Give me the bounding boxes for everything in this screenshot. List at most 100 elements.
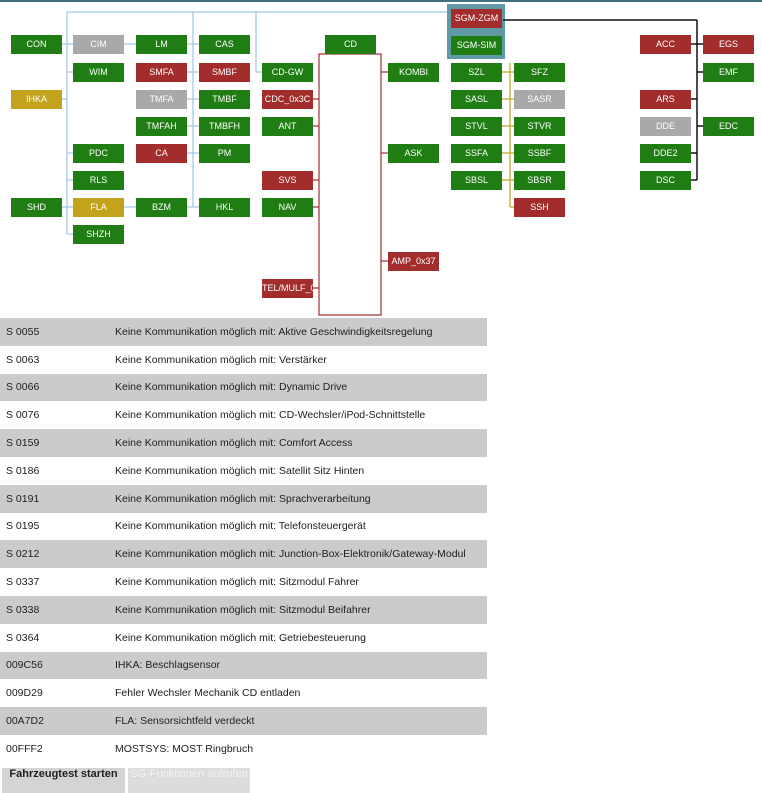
ecu-node-tel-mulf[interactable]: TEL/MULF_0x [262, 279, 313, 298]
fault-description: Keine Kommunikation möglich mit: Sitzmod… [115, 576, 359, 589]
fault-description: Keine Kommunikation möglich mit: Sprachv… [115, 492, 371, 505]
fault-description: Keine Kommunikation möglich mit: Verstär… [115, 353, 327, 366]
ecu-node-ihka[interactable]: IHKA [11, 90, 62, 109]
sg-functions-button[interactable]: SG-Funktionen aufrufen [128, 768, 250, 793]
ecu-node-cim[interactable]: CIM [73, 35, 124, 54]
fault-row[interactable]: S 0066 Keine Kommunikation möglich mit: D… [0, 373, 487, 402]
ecu-node-ars[interactable]: ARS [640, 90, 691, 109]
ecu-node-rls[interactable]: RLS [73, 171, 124, 190]
ecu-node-sbsl[interactable]: SBSL [451, 171, 502, 190]
fault-code: 00A7D2 [6, 715, 44, 728]
fault-code: 009C56 [6, 659, 43, 672]
ecu-node-szl[interactable]: SZL [451, 63, 502, 82]
ecu-node-egs[interactable]: EGS [703, 35, 754, 54]
fault-row[interactable]: S 0212 Keine Kommunikation möglich mit: J… [0, 540, 487, 569]
ecu-node-wim[interactable]: WIM [73, 63, 124, 82]
fault-code: 009D29 [6, 687, 43, 700]
fault-row[interactable]: S 0338 Keine Kommunikation möglich mit: S… [0, 595, 487, 624]
ecu-node-dsc[interactable]: DSC [640, 171, 691, 190]
ecu-node-tmbfh[interactable]: TMBFH [199, 117, 250, 136]
fault-memory-list[interactable]: S 0055 Keine Kommunikation möglich mit: A… [0, 318, 487, 763]
ecu-node-sasl[interactable]: SASL [451, 90, 502, 109]
ecu-node-acc[interactable]: ACC [640, 35, 691, 54]
ecu-node-hkl[interactable]: HKL [199, 198, 250, 217]
fault-row[interactable]: S 0063 Keine Kommunikation möglich mit: V… [0, 346, 487, 374]
fault-description: FLA: Sensorsichtfeld verdeckt [115, 715, 255, 728]
ecu-node-nav[interactable]: NAV [262, 198, 313, 217]
fault-row[interactable]: 00A7D2 FLA: Sensorsichtfeld verdeckt [0, 707, 487, 735]
fault-code: S 0063 [6, 353, 40, 366]
ecu-node-cdc-0x3c[interactable]: CDC_0x3C [262, 90, 313, 109]
fault-row[interactable]: 009D29 Fehler Wechsler Mechanik CD entlad… [0, 679, 487, 707]
fault-description: Keine Kommunikation möglich mit: Dynamic… [115, 381, 348, 394]
ecu-node-ant[interactable]: ANT [262, 117, 313, 136]
ecu-node-sgm-sim[interactable]: SGM-SIM [451, 36, 502, 55]
ecu-node-pdc[interactable]: PDC [73, 144, 124, 163]
ecu-node-edc[interactable]: EDC [703, 117, 754, 136]
fault-code: S 0159 [6, 437, 40, 450]
ecu-node-pm[interactable]: PM [199, 144, 250, 163]
fault-code: S 0212 [6, 548, 40, 561]
ecu-node-dde2[interactable]: DDE2 [640, 144, 691, 163]
ecu-node-ssh[interactable]: SSH [514, 198, 565, 217]
fault-row[interactable]: S 0364 Keine Kommunikation möglich mit: G… [0, 624, 487, 652]
fault-code: S 0066 [6, 381, 40, 394]
fault-row[interactable]: S 0055 Keine Kommunikation möglich mit: A… [0, 318, 487, 346]
ecu-node-tmfa[interactable]: TMFA [136, 90, 187, 109]
fault-code: S 0364 [6, 631, 40, 644]
fault-row[interactable]: 009C56 IHKA: Beschlagsensor [0, 651, 487, 680]
ecu-node-cd-gw[interactable]: CD-GW [262, 63, 313, 82]
fault-row[interactable]: S 0159 Keine Kommunikation möglich mit: C… [0, 429, 487, 457]
fault-code: S 0076 [6, 409, 40, 422]
ecu-node-smfa[interactable]: SMFA [136, 63, 187, 82]
fault-code: S 0186 [6, 464, 40, 477]
window-top-border [0, 0, 762, 2]
fault-row[interactable]: S 0186 Keine Kommunikation möglich mit: S… [0, 457, 487, 485]
fault-row[interactable]: S 0191 Keine Kommunikation möglich mit: S… [0, 484, 487, 513]
ecu-node-fla[interactable]: FLA [73, 198, 124, 217]
ecu-node-sbsr[interactable]: SBSR [514, 171, 565, 190]
ecu-node-sgm-zgm[interactable]: SGM-ZGM [451, 9, 502, 28]
fault-row[interactable]: S 0337 Keine Kommunikation möglich mit: S… [0, 568, 487, 596]
ecu-node-stvl[interactable]: STVL [451, 117, 502, 136]
ecu-node-emf[interactable]: EMF [703, 63, 754, 82]
fault-row[interactable]: S 0195 Keine Kommunikation möglich mit: T… [0, 513, 487, 541]
ecu-node-lm[interactable]: LM [136, 35, 187, 54]
ecu-node-kombi[interactable]: KOMBI [388, 63, 439, 82]
ecu-node-amp-0x37[interactable]: AMP_0x37 [388, 252, 439, 271]
fault-description: Keine Kommunikation möglich mit: Junctio… [115, 548, 466, 561]
ecu-node-tmfah[interactable]: TMFAH [136, 117, 187, 136]
fault-description: Keine Kommunikation möglich mit: Comfort… [115, 437, 353, 450]
fault-row[interactable]: 00FFF2 MOSTSYS: MOST Ringbruch [0, 735, 487, 763]
ecu-node-cas[interactable]: CAS [199, 35, 250, 54]
fault-code: S 0338 [6, 603, 40, 616]
ecu-node-shzh[interactable]: SHZH [73, 225, 124, 244]
ecu-node-ssfa[interactable]: SSFA [451, 144, 502, 163]
ecu-node-dde[interactable]: DDE [640, 117, 691, 136]
fault-description: Keine Kommunikation möglich mit: Aktive … [115, 325, 433, 338]
ecu-node-smbf[interactable]: SMBF [199, 63, 250, 82]
fault-row[interactable]: S 0076 Keine Kommunikation möglich mit: C… [0, 401, 487, 429]
ecu-node-svs[interactable]: SVS [262, 171, 313, 190]
ecu-node-shd[interactable]: SHD [11, 198, 62, 217]
start-vehicle-test-button[interactable]: Fahrzeugtest starten [2, 768, 125, 793]
ecu-node-ca[interactable]: CA [136, 144, 187, 163]
fault-code: S 0337 [6, 576, 40, 589]
ecu-node-con[interactable]: CON [11, 35, 62, 54]
ecu-node-tmbf[interactable]: TMBF [199, 90, 250, 109]
fault-description: Keine Kommunikation möglich mit: Satelli… [115, 464, 365, 477]
ecu-node-ssbf[interactable]: SSBF [514, 144, 565, 163]
ecu-node-ask[interactable]: ASK [388, 144, 439, 163]
ecu-node-cd[interactable]: CD [325, 35, 376, 54]
fault-code: S 0055 [6, 325, 40, 338]
fault-code: 00FFF2 [6, 742, 43, 755]
ecu-node-sfz[interactable]: SFZ [514, 63, 565, 82]
fault-description: MOSTSYS: MOST Ringbruch [115, 742, 254, 755]
ecu-node-bzm[interactable]: BZM [136, 198, 187, 217]
ecu-node-stvr[interactable]: STVR [514, 117, 565, 136]
fault-description: Keine Kommunikation möglich mit: Sitzmod… [115, 603, 371, 616]
fault-code: S 0191 [6, 492, 40, 505]
fault-description: Keine Kommunikation möglich mit: CD-Wech… [115, 409, 426, 422]
bus-topology-lines [62, 11, 703, 316]
ecu-node-sasr[interactable]: SASR [514, 90, 565, 109]
